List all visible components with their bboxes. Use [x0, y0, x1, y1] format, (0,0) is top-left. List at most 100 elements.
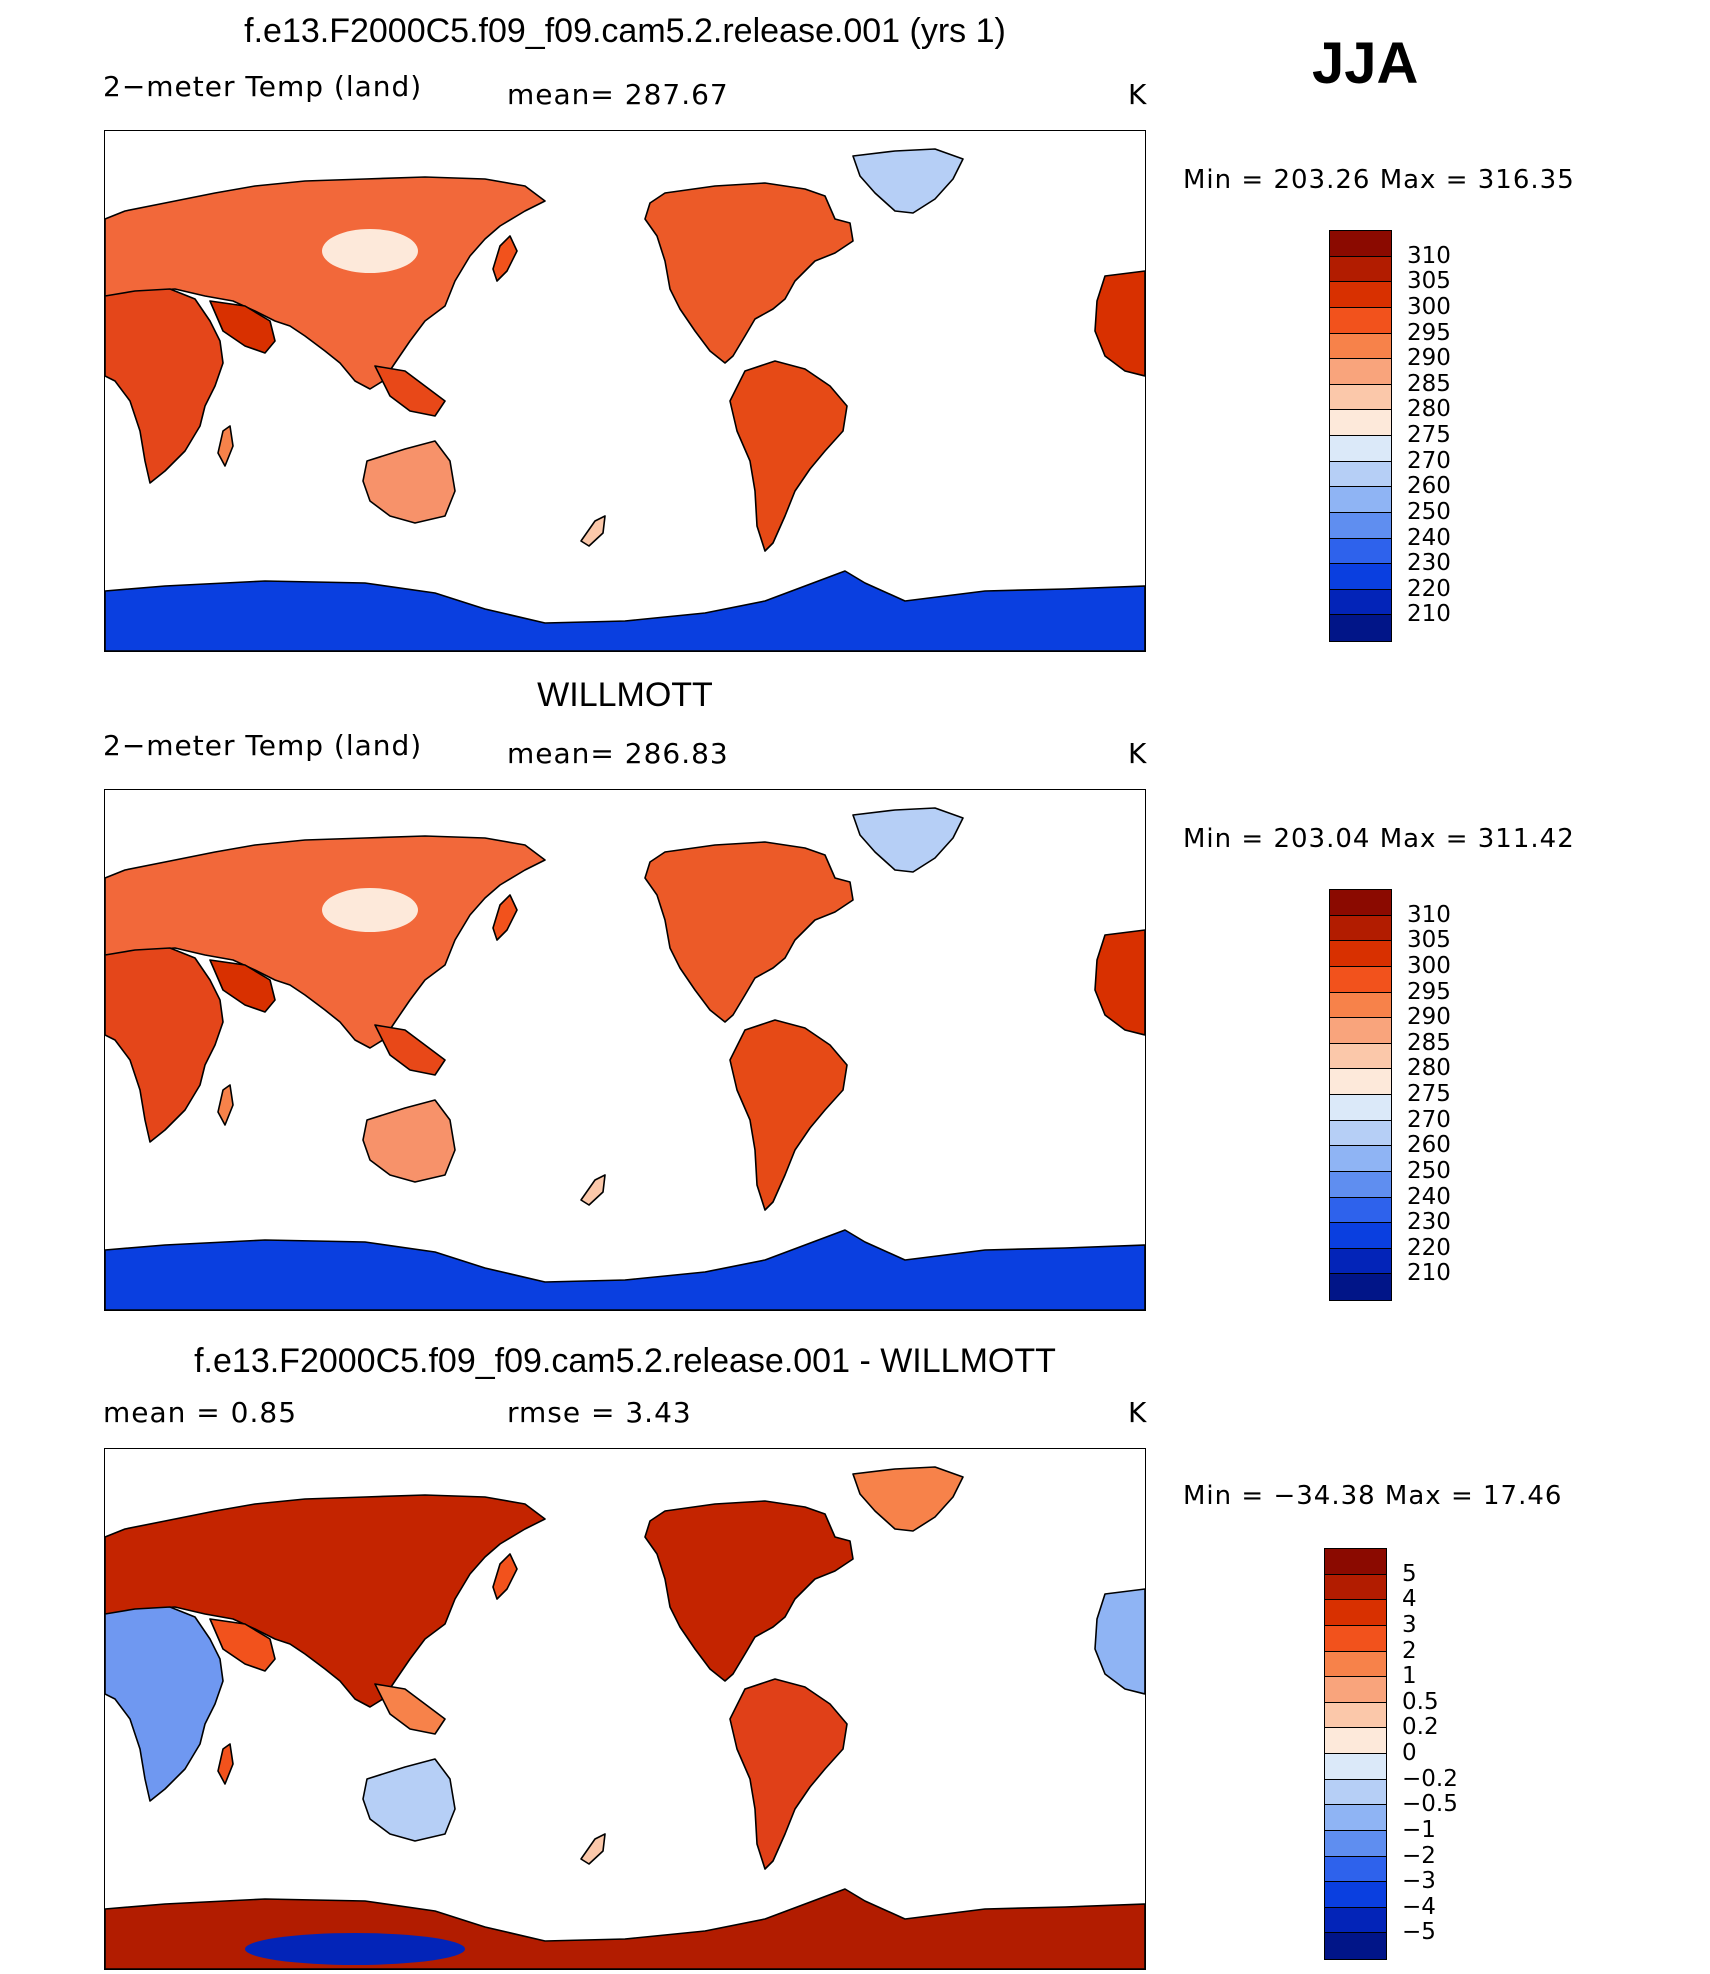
colorbar-swatch	[1325, 1933, 1386, 1959]
antarctic-cold-bias-region	[245, 1933, 465, 1965]
colorbar-swatch	[1330, 1120, 1391, 1147]
colorbar-tick-label: 280	[1407, 396, 1451, 423]
panel-1-title: f.e13.F2000C5.f09_f09.cam5.2.release.001…	[244, 12, 1006, 50]
colorbar-swatch	[1330, 487, 1391, 513]
colorbar-swatch	[1330, 589, 1391, 616]
panel-2-map-svg	[105, 807, 1145, 1310]
panel-1-continents	[105, 148, 1145, 651]
africa-landmass	[105, 947, 224, 1143]
panel-3-map-svg	[105, 1466, 1145, 1969]
colorbar-tick-label: 300	[1407, 952, 1451, 979]
madagascar-landmass	[217, 1743, 234, 1785]
africa-west-edge-landmass	[1094, 270, 1145, 377]
colorbar-swatch	[1330, 512, 1391, 539]
japan-landmass	[492, 1553, 518, 1600]
new-zealand-landmass	[580, 1174, 606, 1206]
colorbar-tick-label: 270	[1407, 1106, 1451, 1133]
africa-landmass	[105, 1606, 224, 1802]
colorbar-swatch	[1330, 1146, 1391, 1172]
colorbar-tick-label: 250	[1407, 1157, 1451, 1184]
colorbar-swatch	[1325, 1549, 1386, 1575]
panel-1-minmax: Min = 203.26 Max = 316.35	[1183, 165, 1575, 195]
colorbar-swatch	[1330, 1069, 1391, 1095]
colorbar-tick-label: 290	[1407, 345, 1451, 372]
colorbar-tick-label: 0.5	[1402, 1688, 1439, 1715]
eurasia-landmass	[105, 835, 546, 1049]
north-america-landmass	[644, 1500, 854, 1682]
colorbar-swatch	[1330, 1043, 1391, 1070]
panel-1-units-label: K	[1128, 78, 1148, 111]
colorbar-swatch	[1325, 1907, 1386, 1934]
panel-1-variable-label: 2−meter Temp (land)	[103, 70, 423, 103]
panel-1-map	[104, 130, 1146, 652]
colorbar-swatch	[1330, 1171, 1391, 1198]
colorbar-swatch	[1330, 1197, 1391, 1224]
colorbar-tick-label: 285	[1407, 1029, 1451, 1056]
greenland-landmass	[852, 148, 964, 214]
colorbar-tick-label: 2	[1402, 1637, 1417, 1664]
colorbar-tick-label: 3	[1402, 1611, 1417, 1638]
colorbar-tick-label: 220	[1407, 1234, 1451, 1261]
panel-3-units-label: K	[1128, 1396, 1148, 1429]
panel-2-colorbar	[1329, 889, 1392, 1301]
madagascar-landmass	[217, 1084, 234, 1126]
africa-landmass	[105, 288, 224, 484]
colorbar-tick-label: 285	[1407, 370, 1451, 397]
colorbar-swatch	[1330, 1095, 1391, 1121]
north-america-landmass	[644, 841, 854, 1023]
colorbar-swatch	[1330, 915, 1391, 942]
japan-landmass	[492, 894, 518, 941]
colorbar-tick-label: −1	[1402, 1816, 1436, 1843]
colorbar-tick-label: 280	[1407, 1055, 1451, 1082]
colorbar-swatch	[1330, 410, 1391, 436]
colorbar-tick-label: 275	[1407, 422, 1451, 448]
arabia-india-landmass	[209, 1618, 276, 1672]
colorbar-swatch	[1330, 564, 1391, 590]
colorbar-swatch	[1325, 1856, 1386, 1883]
colorbar-swatch	[1325, 1651, 1386, 1678]
colorbar-swatch	[1325, 1728, 1386, 1754]
colorbar-tick-label: 290	[1407, 1004, 1451, 1031]
colorbar-tick-label: 240	[1407, 524, 1451, 551]
eurasia-landmass	[105, 176, 546, 390]
south-america-landmass	[729, 1678, 848, 1870]
madagascar-landmass	[217, 425, 234, 467]
eurasia-landmass	[105, 1494, 546, 1708]
colorbar-tick-label: 300	[1407, 293, 1451, 320]
colorbar-tick-label: −4	[1402, 1893, 1436, 1920]
colorbar-swatch	[1330, 538, 1391, 565]
colorbar-swatch	[1330, 941, 1391, 967]
colorbar-swatch	[1330, 615, 1391, 641]
colorbar-tick-label: 305	[1407, 268, 1451, 295]
colorbar-tick-label: 270	[1407, 447, 1451, 474]
colorbar-swatch	[1325, 1779, 1386, 1806]
africa-west-edge-landmass	[1094, 929, 1145, 1036]
colorbar-tick-label: 260	[1407, 1132, 1451, 1159]
australia-landmass	[362, 1758, 456, 1842]
colorbar-swatch	[1325, 1702, 1386, 1729]
colorbar-tick-label: 275	[1407, 1081, 1451, 1107]
colorbar-swatch	[1325, 1574, 1386, 1601]
arabia-india-landmass	[209, 959, 276, 1013]
colorbar-tick-label: 5	[1402, 1560, 1417, 1587]
plateau-region	[322, 888, 418, 932]
colorbar-tick-label: 240	[1407, 1183, 1451, 1210]
colorbar-tick-label: 310	[1407, 242, 1451, 269]
colorbar-tick-label: 230	[1407, 550, 1451, 577]
colorbar-swatch	[1330, 282, 1391, 308]
colorbar-tick-label: 230	[1407, 1209, 1451, 1236]
panel-2-continents	[105, 807, 1145, 1310]
se-asia-landmass	[374, 1024, 446, 1076]
colorbar-swatch	[1330, 1274, 1391, 1300]
colorbar-swatch	[1330, 384, 1391, 411]
panel-3-mean-label: mean = 0.85	[103, 1396, 298, 1429]
colorbar-swatch	[1325, 1754, 1386, 1780]
colorbar-swatch	[1330, 461, 1391, 488]
africa-west-edge-landmass	[1094, 1588, 1145, 1695]
colorbar-tick-label: 250	[1407, 498, 1451, 525]
panel-2-map	[104, 789, 1146, 1311]
colorbar-swatch	[1330, 359, 1391, 385]
colorbar-tick-label: −2	[1402, 1842, 1436, 1869]
colorbar-swatch	[1330, 1018, 1391, 1044]
panel-3-rmse-label: rmse = 3.43	[507, 1396, 692, 1429]
